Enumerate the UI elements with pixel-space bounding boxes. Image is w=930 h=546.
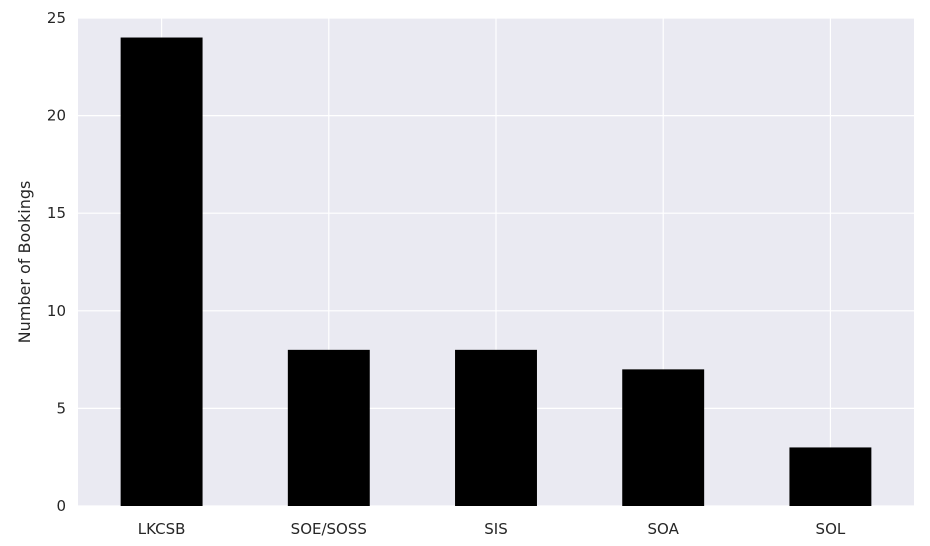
x-tick-label: SOL xyxy=(816,520,846,538)
y-tick-labels: 0 5 10 15 20 25 xyxy=(47,9,66,515)
bar-lkcsb xyxy=(120,37,203,507)
bars xyxy=(120,37,872,507)
y-tick-label: 10 xyxy=(47,302,66,320)
y-tick-label: 5 xyxy=(56,399,66,417)
y-tick-label: 25 xyxy=(47,9,66,27)
bar-sol xyxy=(789,447,872,506)
y-axis-label: Number of Bookings xyxy=(15,181,34,344)
x-tick-label: SIS xyxy=(484,520,507,538)
bar-soa xyxy=(622,369,705,506)
x-tick-label: SOA xyxy=(648,520,680,538)
y-tick-label: 0 xyxy=(56,497,66,515)
x-tick-label: LKCSB xyxy=(138,520,186,538)
bar-soe-soss xyxy=(287,349,370,506)
x-tick-label: SOE/SOSS xyxy=(291,520,367,538)
y-tick-label: 15 xyxy=(47,204,66,222)
x-tick-labels: LKCSB SOE/SOSS SIS SOA SOL xyxy=(138,520,846,538)
bar-sis xyxy=(455,349,537,506)
y-tick-label: 20 xyxy=(47,107,66,125)
